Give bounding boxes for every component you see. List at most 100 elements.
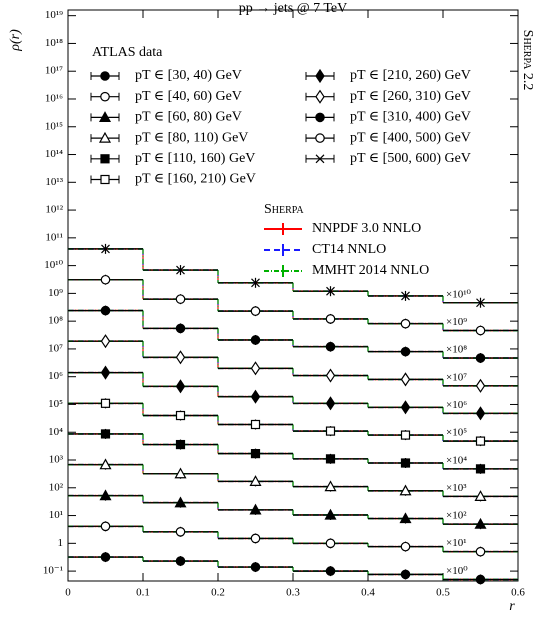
- data-point: [293, 453, 368, 464]
- marker: [401, 291, 410, 301]
- marker: [100, 334, 111, 349]
- marker: [100, 398, 111, 408]
- marker: [475, 464, 486, 474]
- legend-label: pT ∈ [210, 260) GeV: [350, 68, 471, 83]
- marker: [100, 365, 111, 380]
- data-point: [143, 526, 218, 537]
- scale-label: ×10⁴: [446, 454, 467, 466]
- marker: [175, 410, 186, 421]
- data-point: [293, 341, 368, 352]
- data-point: [68, 552, 143, 563]
- data-point: [143, 439, 218, 450]
- data-point: [293, 566, 368, 577]
- scale-label: ×10¹⁰: [446, 288, 472, 300]
- data-point: [68, 274, 143, 285]
- data-point: [68, 521, 143, 532]
- data-point: [443, 353, 518, 364]
- marker: [250, 533, 261, 544]
- marker: [399, 512, 412, 524]
- scale-label: ×10³: [446, 482, 467, 494]
- data-point: [68, 489, 143, 501]
- y-tick-label: 10¹⁴: [45, 148, 63, 160]
- marker: [175, 350, 186, 365]
- data-point: [218, 448, 293, 459]
- data-point: [68, 305, 143, 316]
- marker: [475, 325, 486, 336]
- marker: [98, 131, 112, 143]
- marker: [98, 111, 112, 123]
- data-point: [443, 297, 518, 308]
- data-point: [443, 406, 518, 421]
- data-point: [293, 286, 368, 297]
- data-point: [368, 484, 443, 496]
- legend-label: pT ∈ [400, 500) GeV: [350, 130, 471, 145]
- marker: [325, 341, 336, 352]
- data-point: [68, 243, 143, 254]
- scale-label: ×10¹: [446, 537, 467, 549]
- data-point: [293, 368, 368, 383]
- marker: [315, 68, 325, 84]
- marker: [325, 426, 336, 436]
- y-tick-label: 10⁶: [48, 370, 63, 382]
- x-tick-label: 0.2: [211, 587, 225, 599]
- data-point: [218, 475, 293, 487]
- marker: [315, 112, 325, 123]
- marker: [100, 429, 111, 439]
- marker: [250, 389, 261, 404]
- y-tick-label: 10¹⁷: [45, 65, 63, 77]
- data-point: [68, 334, 143, 349]
- data-point: [368, 290, 443, 301]
- data-point: [443, 546, 518, 557]
- marker: [250, 419, 261, 430]
- data-point: [443, 378, 518, 393]
- marker: [100, 91, 110, 102]
- marker: [400, 372, 411, 387]
- y-tick-label: 10⁻¹: [43, 565, 63, 577]
- scale-label: ×10⁵: [446, 427, 467, 439]
- marker: [100, 71, 110, 81]
- data-point: [218, 562, 293, 573]
- legend-label: pT ∈ [30, 40) GeV: [135, 68, 242, 83]
- data-point: [68, 428, 143, 439]
- marker: [175, 439, 186, 450]
- marker: [475, 546, 486, 557]
- marker: [175, 323, 186, 334]
- data-point: [218, 306, 293, 317]
- data-point: [68, 398, 143, 409]
- legend-label: pT ∈ [310, 400) GeV: [350, 110, 471, 125]
- y-tick-label: 10¹¹: [45, 231, 63, 243]
- marker: [99, 458, 112, 470]
- marker: [324, 480, 337, 492]
- x-tick-label: 0: [65, 587, 71, 599]
- data-point: [293, 480, 368, 492]
- data-point: [218, 503, 293, 515]
- marker: [474, 490, 487, 501]
- marker: [325, 368, 336, 383]
- data-point: [368, 400, 443, 415]
- data-point: [443, 325, 518, 336]
- marker: [325, 314, 336, 324]
- scale-label: ×10⁶: [446, 399, 467, 411]
- x-tick-label: 0.1: [136, 587, 150, 599]
- marker: [101, 244, 110, 254]
- marker: [400, 458, 411, 468]
- scale-label: ×10²: [446, 510, 467, 522]
- data-point: [143, 294, 218, 305]
- data-point: [368, 541, 443, 552]
- marker: [249, 503, 262, 515]
- y-tick-label: 10¹⁸: [45, 37, 63, 49]
- data-point: [143, 323, 218, 334]
- marker: [100, 274, 111, 285]
- data-point: [293, 396, 368, 411]
- marker: [325, 566, 336, 576]
- legend-label: pT ∈ [500, 600) GeV: [350, 151, 471, 166]
- marker: [475, 378, 486, 393]
- scale-label: ×10⁷: [446, 371, 467, 383]
- data-point: [443, 574, 518, 585]
- marker: [175, 379, 186, 394]
- marker: [475, 574, 486, 585]
- marker: [250, 335, 261, 345]
- marker: [100, 305, 111, 316]
- data-point: [293, 538, 368, 549]
- legend-label: MMHT 2014 NNLO: [312, 263, 429, 278]
